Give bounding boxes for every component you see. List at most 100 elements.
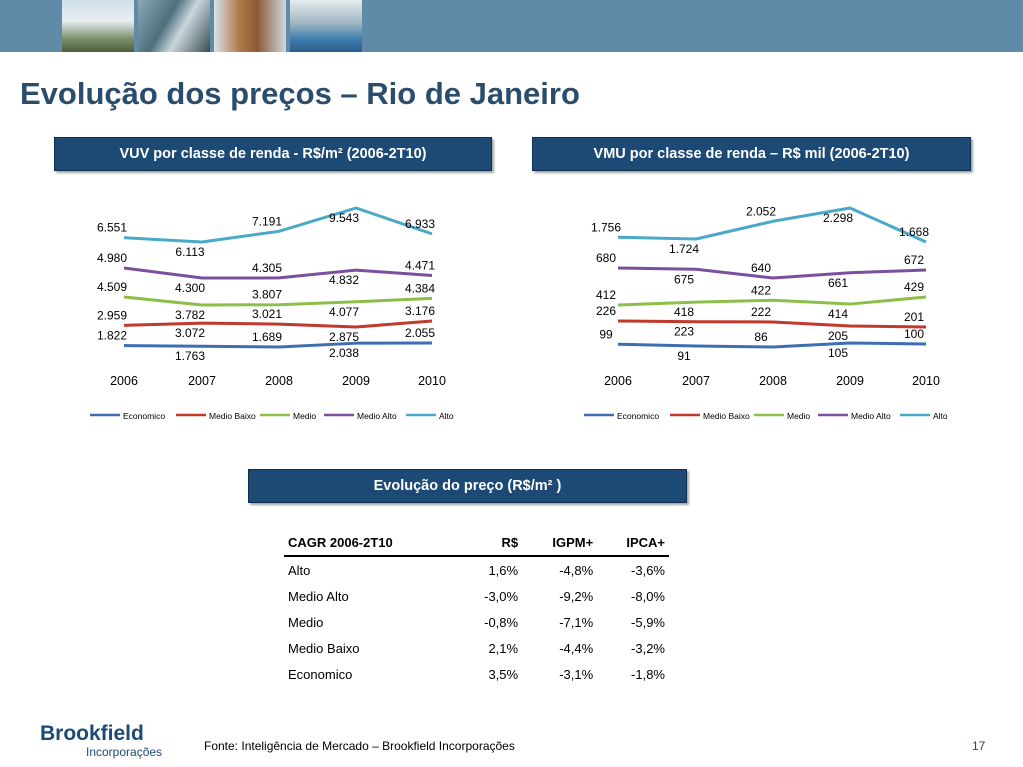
data-label: 672 bbox=[904, 253, 924, 267]
data-label: 4.509 bbox=[97, 280, 127, 294]
data-label: 2.298 bbox=[823, 211, 853, 225]
data-label: 6.551 bbox=[97, 221, 127, 235]
data-label: 4.832 bbox=[329, 273, 359, 287]
legend-label: Medio Baixo bbox=[209, 411, 256, 421]
column-header: IGPM+ bbox=[522, 529, 598, 557]
legend-label: Medio bbox=[293, 411, 316, 421]
data-label: 4.077 bbox=[329, 305, 359, 319]
data-label: 3.782 bbox=[175, 308, 205, 322]
page-number: 17 bbox=[972, 739, 986, 753]
legend-label: Alto bbox=[439, 411, 454, 421]
series-line-medio bbox=[617, 295, 927, 307]
data-label: 91 bbox=[677, 349, 691, 363]
x-tick-label: 2007 bbox=[682, 374, 710, 388]
data-label: 99 bbox=[599, 327, 613, 341]
table-cell: -3,1% bbox=[559, 666, 594, 682]
data-label: 429 bbox=[904, 280, 924, 294]
series-line-alto bbox=[617, 206, 927, 244]
data-label: 640 bbox=[751, 261, 771, 275]
series-line-economico bbox=[123, 341, 433, 349]
data-label: 7.191 bbox=[252, 214, 282, 228]
table-cell: 1,6% bbox=[488, 562, 519, 578]
x-tick-label: 2008 bbox=[265, 374, 293, 388]
legend-label: Medio Alto bbox=[357, 411, 397, 421]
legend-label: Medio bbox=[787, 411, 810, 421]
data-label: 3.807 bbox=[252, 288, 282, 302]
column-header: R$ bbox=[457, 529, 523, 557]
data-label: 2.052 bbox=[746, 204, 776, 218]
data-label: 1.763 bbox=[175, 349, 205, 363]
table-row: Medio -0,8% -7,1% -5,9% bbox=[284, 609, 669, 635]
data-label: 680 bbox=[596, 251, 616, 265]
series-line-medio-alto bbox=[617, 266, 927, 280]
legend-label: Medio Alto bbox=[851, 411, 891, 421]
table-row: Medio Baixo 2,1% -4,4% -3,2% bbox=[284, 635, 669, 661]
data-label: 2.959 bbox=[97, 308, 127, 322]
building-photo-3 bbox=[214, 0, 286, 52]
table-cell: -1,8% bbox=[631, 666, 665, 682]
table-cell: -8,0% bbox=[631, 588, 665, 604]
source-note: Fonte: Inteligência de Mercado – Brookfi… bbox=[204, 739, 515, 753]
data-label: 1.689 bbox=[252, 330, 282, 344]
banner-photos bbox=[62, 0, 362, 52]
series-line-alto bbox=[123, 206, 433, 244]
x-tick-label: 2006 bbox=[604, 374, 632, 388]
x-tick-label: 2006 bbox=[110, 374, 138, 388]
logo-brand: Brookfield bbox=[40, 722, 144, 745]
data-label: 1.724 bbox=[669, 242, 699, 256]
data-label: 418 bbox=[674, 305, 694, 319]
table-row: Alto 1,6% -4,8% -3,6% bbox=[284, 556, 669, 583]
table-cell: -4,4% bbox=[559, 640, 594, 656]
vuv-line-chart: 1.822 1.763 1.689 2.038 2.055 Economico 2.959 3… bbox=[90, 206, 454, 421]
table-header: Evolução do preço (R$/m² ) bbox=[248, 469, 687, 503]
data-label: 2.055 bbox=[405, 326, 435, 340]
data-label: 201 bbox=[904, 310, 924, 324]
data-label: 2.038 bbox=[329, 346, 359, 360]
table-cell: -0,8% bbox=[484, 614, 519, 630]
building-photo-1 bbox=[62, 0, 134, 52]
x-tick-label: 2009 bbox=[342, 374, 370, 388]
data-label: 100 bbox=[904, 327, 924, 341]
building-photo-4 bbox=[290, 0, 362, 52]
data-label: 2.875 bbox=[329, 330, 359, 344]
series-line-medio-baixo bbox=[123, 319, 433, 329]
data-label: 422 bbox=[751, 283, 771, 297]
table-cell: -3,2% bbox=[631, 640, 665, 656]
table-cell: -5,9% bbox=[631, 614, 665, 630]
x-tick-label: 2010 bbox=[418, 374, 446, 388]
brookfield-logo: Brookfield Incorporações bbox=[40, 722, 163, 760]
data-label: 3.176 bbox=[405, 304, 435, 318]
building-photo-2 bbox=[138, 0, 210, 52]
data-label: 1.822 bbox=[97, 329, 127, 343]
data-label: 222 bbox=[751, 305, 771, 319]
data-label: 6.113 bbox=[175, 245, 204, 259]
column-header: IPCA+ bbox=[597, 529, 669, 557]
table-header-row: CAGR 2006-2T10 R$ IGPM+ IPCA+ bbox=[284, 529, 669, 557]
table-cell: 2,1% bbox=[488, 640, 519, 656]
vmu-chart-header: VMU por classe de renda – R$ mil (2006-2… bbox=[532, 137, 971, 171]
data-label: 3.021 bbox=[252, 307, 282, 321]
data-label: 205 bbox=[828, 329, 848, 343]
data-label: 412 bbox=[596, 288, 616, 302]
series-line-economico bbox=[617, 341, 927, 349]
data-label: 1.756 bbox=[591, 220, 621, 234]
table-row: Medio Alto -3,0% -9,2% -8,0% bbox=[284, 583, 669, 609]
data-label: 4.980 bbox=[97, 251, 127, 265]
data-label: 6.933 bbox=[405, 217, 435, 231]
table-cell: Economico bbox=[288, 666, 353, 682]
legend-label: Economico bbox=[617, 411, 659, 421]
logo-subtitle: Incorporações bbox=[86, 745, 163, 759]
vuv-chart-header: VUV por classe de renda - R$/m² (2006-2T… bbox=[54, 137, 492, 171]
data-label: 105 bbox=[828, 346, 848, 360]
data-label: 86 bbox=[754, 330, 768, 344]
data-label: 1.668 bbox=[899, 225, 929, 239]
table-cell: Alto bbox=[288, 562, 311, 578]
table-cell: Medio bbox=[288, 614, 324, 630]
series-line-medio bbox=[123, 295, 433, 307]
table-cell: -9,2% bbox=[559, 588, 594, 604]
table-row: Economico 3,5% -3,1% -1,8% bbox=[284, 661, 669, 687]
table-cell: -3,6% bbox=[631, 562, 665, 578]
table-cell: -7,1% bbox=[559, 614, 594, 630]
data-label: 4.471 bbox=[405, 258, 435, 272]
vmu-line-chart: 99 91 86 105 100 Economico 226 223 222 205 201 Medi… bbox=[584, 204, 948, 421]
